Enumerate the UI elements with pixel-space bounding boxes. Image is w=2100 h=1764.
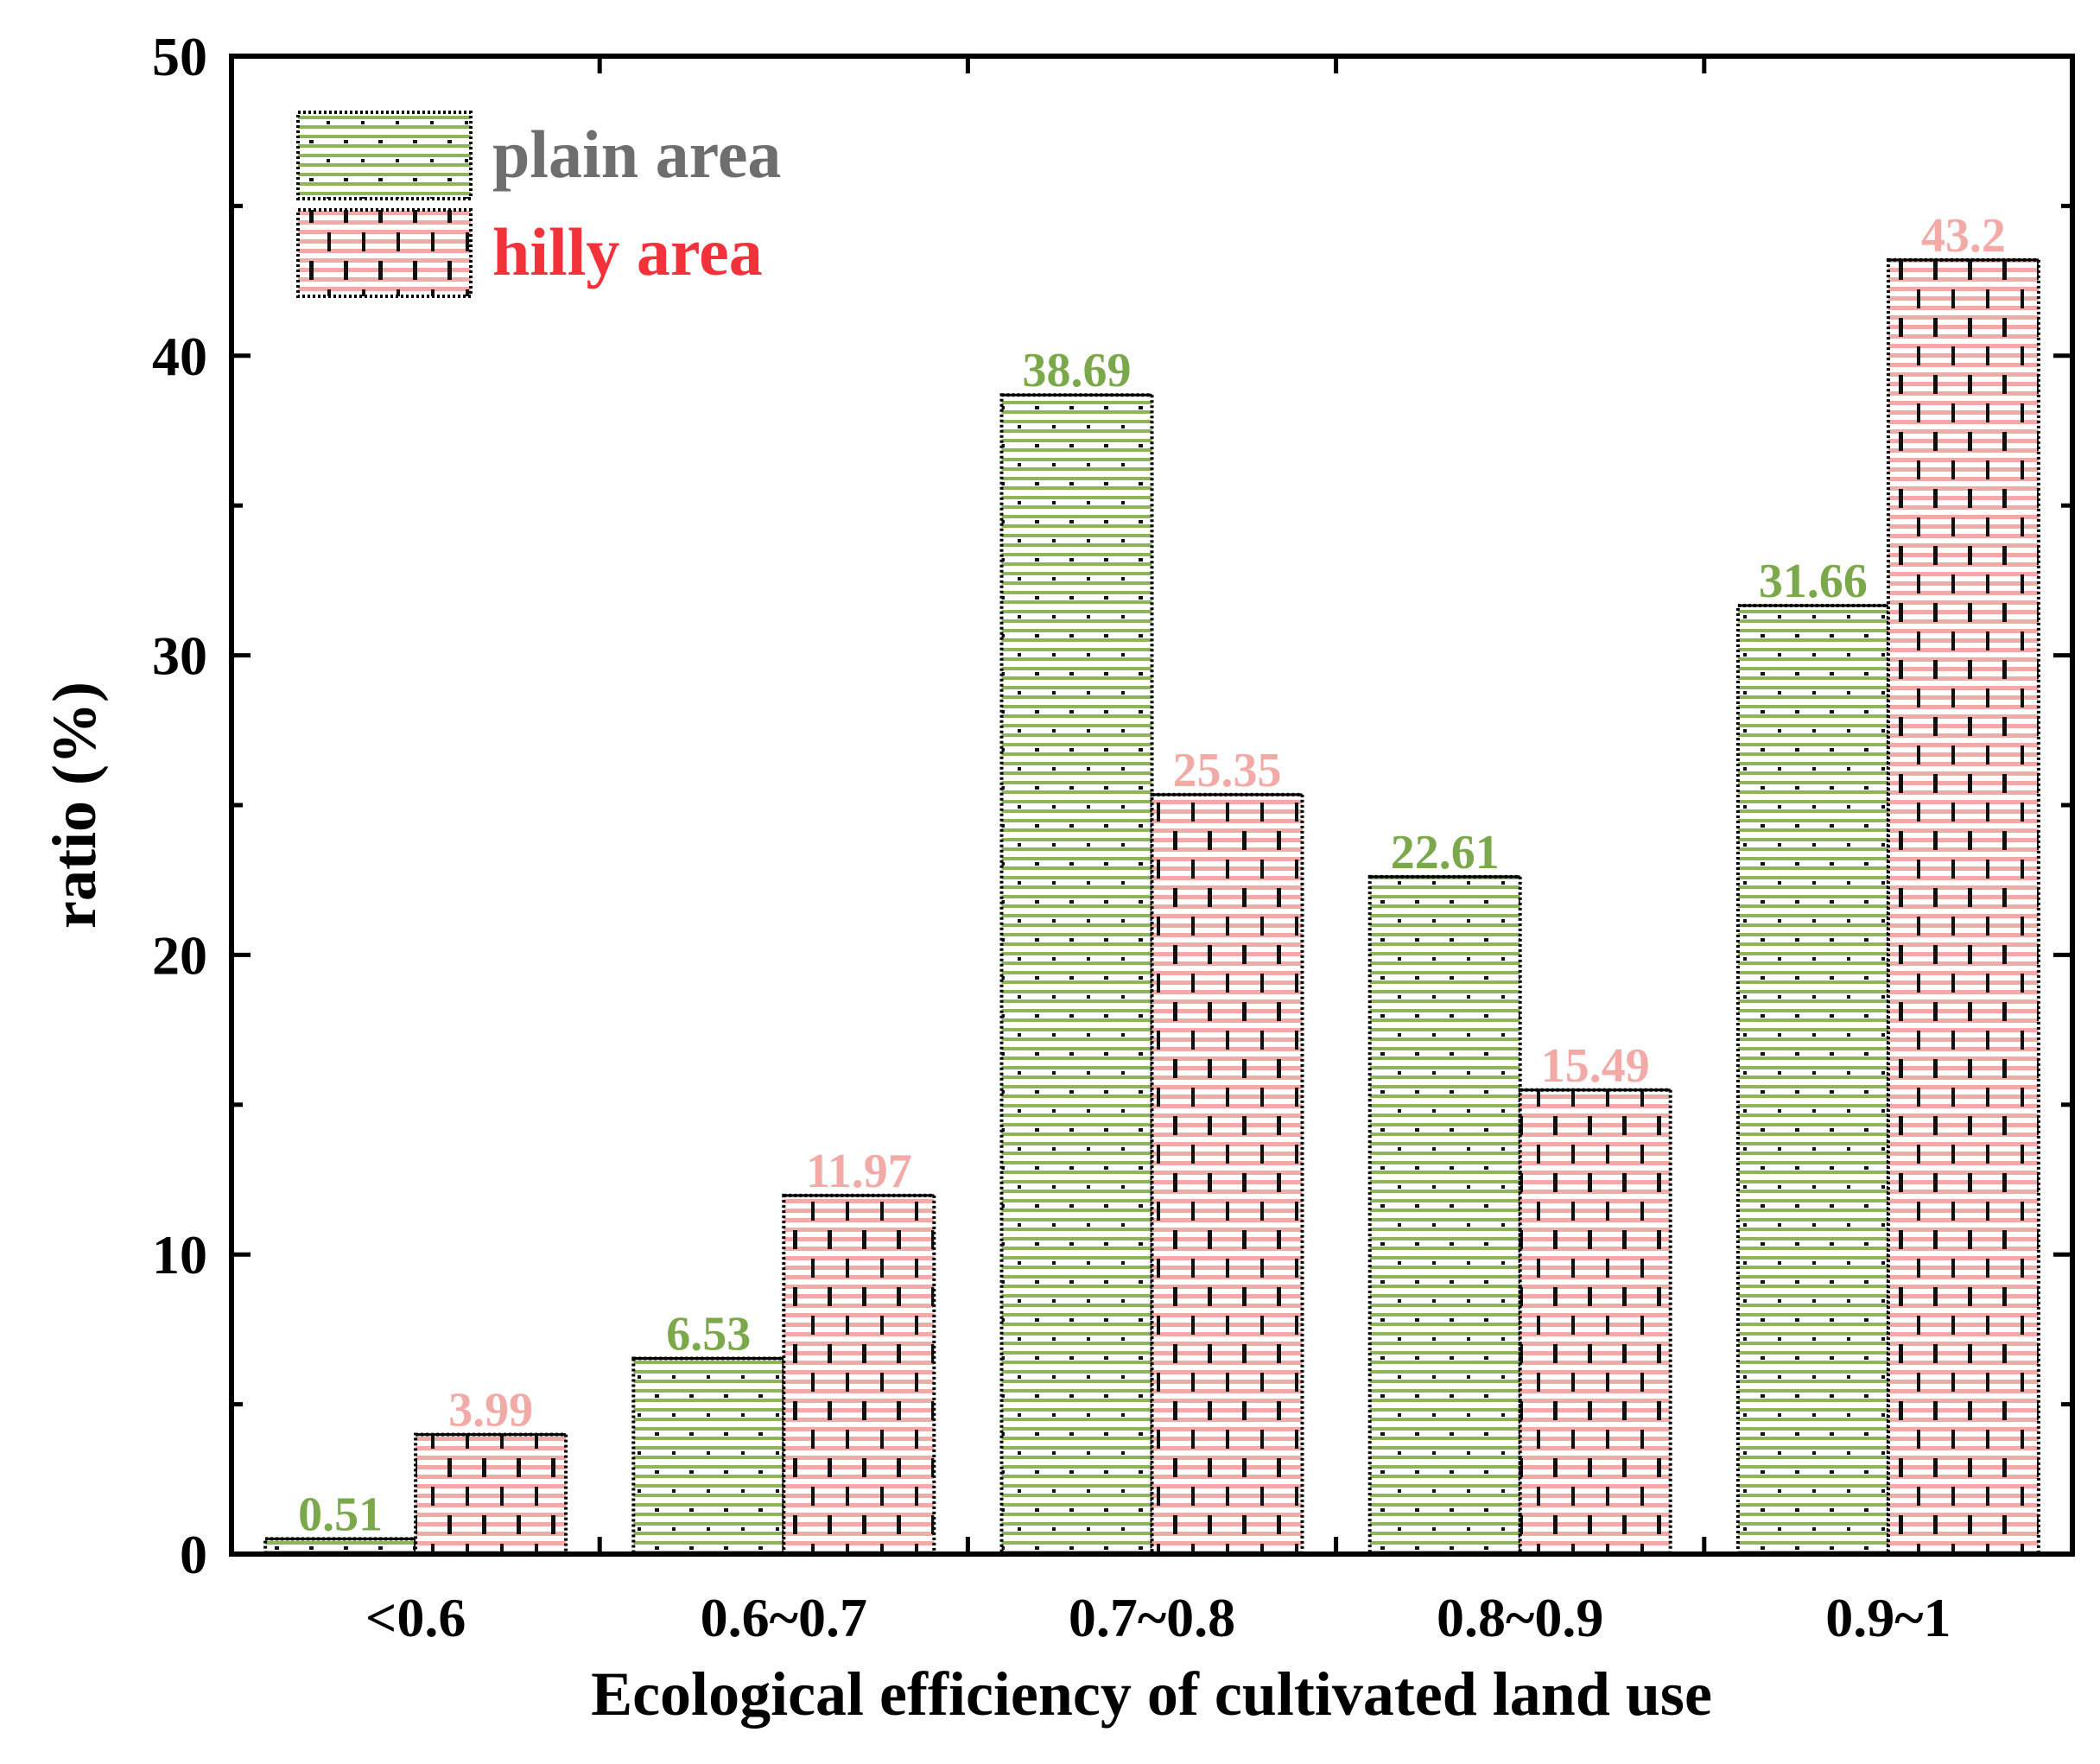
y-axis-title: ratio (%) <box>40 682 109 929</box>
value-label-plain-area-0-9-1: 31.66 <box>1759 555 1868 608</box>
y-tick-label: 30 <box>152 625 207 687</box>
x-tick-label-0-9-1: 0.9~1 <box>1825 1587 1951 1648</box>
bar-plain-area-0-7-0-8 <box>999 393 1154 1556</box>
bar-hilly-area-0-6 <box>414 1432 568 1557</box>
value-label-plain-area-0-6-0-7: 6.53 <box>666 1308 751 1361</box>
bar-hilly-area-0-8-0-9 <box>1518 1088 1672 1556</box>
legend-swatch-plain-area <box>296 111 473 200</box>
value-label-hilly-area-0-8-0-9: 15.49 <box>1541 1039 1650 1093</box>
x-tick-label-0-6-0-7: 0.6~0.7 <box>701 1587 867 1648</box>
x-tick-label-0-6: <0.6 <box>365 1587 466 1648</box>
bar-hilly-area-0-7-0-8 <box>1150 792 1304 1556</box>
bar-plain-area-0-9-1 <box>1735 604 1890 1556</box>
value-label-hilly-area-0-7-0-8: 25.35 <box>1173 744 1282 797</box>
y-tick-label: 20 <box>152 924 207 986</box>
legend-swatch-hilly-area <box>296 208 473 298</box>
x-axis-title: Ecological efficiency of cultivated land… <box>591 1659 1712 1729</box>
y-tick-label: 50 <box>152 26 207 87</box>
x-tick-label-0-8-0-9: 0.8~0.9 <box>1437 1587 1603 1648</box>
bar-hilly-area-0-9-1 <box>1886 257 2040 1557</box>
value-label-hilly-area-0-9-1: 43.2 <box>1921 209 2006 263</box>
legend-label-plain-area: plain area <box>492 117 781 192</box>
legend: plain area hilly area <box>296 111 781 298</box>
legend-label-hilly-area: hilly area <box>492 214 763 289</box>
value-label-plain-area-0-7-0-8: 38.69 <box>1023 344 1132 397</box>
value-label-hilly-area-0-6-0-7: 11.97 <box>806 1145 912 1198</box>
y-tick-label: 0 <box>180 1524 207 1585</box>
bar-hilly-area-0-6-0-7 <box>782 1193 936 1556</box>
value-labels-layer: 0.51 3.99 6.53 11.97 38.69 25.35 22.61 15.49 31.… <box>298 209 2006 1541</box>
value-label-hilly-area-0-6: 3.99 <box>448 1384 533 1437</box>
bars-layer <box>263 257 2040 1557</box>
y-tick-label: 10 <box>152 1224 207 1285</box>
value-label-plain-area-0-6: 0.51 <box>298 1488 383 1541</box>
y-axis: 0 10 20 30 40 50 <box>152 26 2072 1585</box>
value-label-plain-area-0-8-0-9: 22.61 <box>1391 826 1500 879</box>
y-tick-label: 40 <box>152 326 207 387</box>
bar-plain-area-0-8-0-9 <box>1367 874 1522 1556</box>
bar-plain-area-0-6-0-7 <box>631 1356 786 1556</box>
x-tick-label-0-7-0-8: 0.7~0.8 <box>1069 1587 1235 1648</box>
x-axis: <0.6 0.6~0.7 0.7~0.8 0.8~0.9 0.9~1 <box>365 56 1951 1648</box>
